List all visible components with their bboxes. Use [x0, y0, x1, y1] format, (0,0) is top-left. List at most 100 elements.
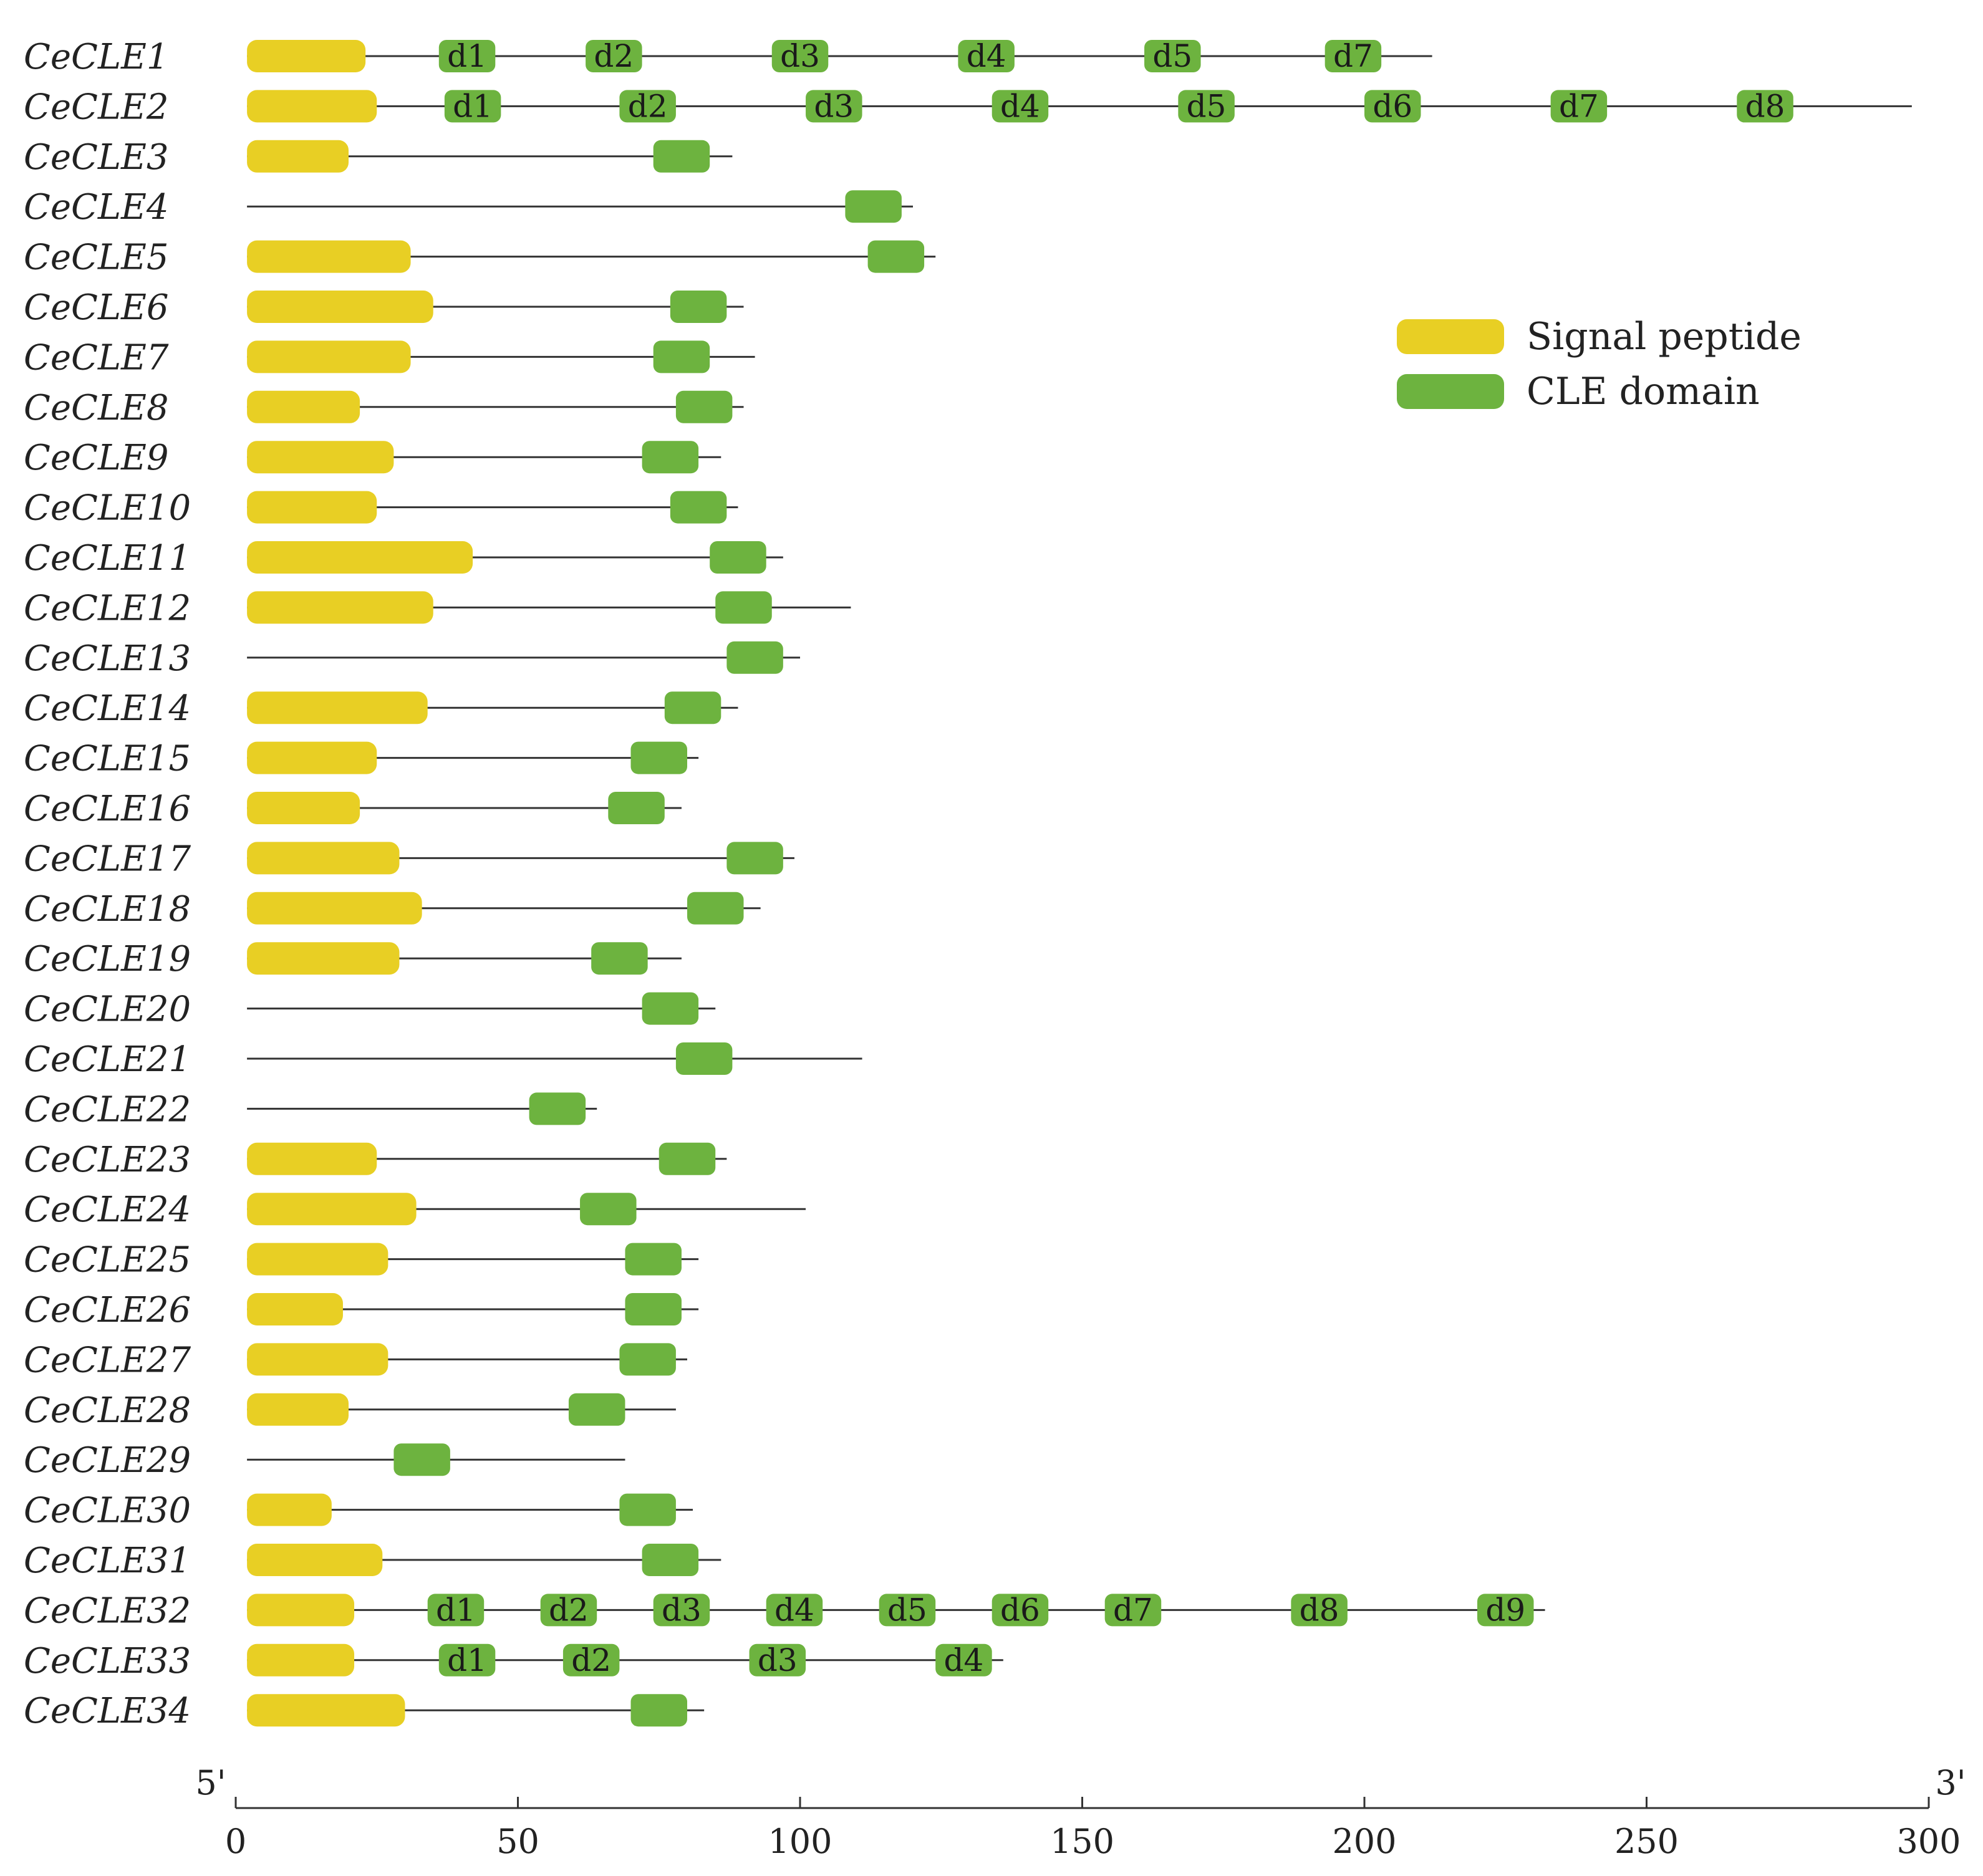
- cle-domain-label: d7: [1113, 1592, 1153, 1628]
- cle-domain-box: [845, 190, 902, 223]
- cle-domain: [630, 741, 687, 774]
- legend-swatch: [1397, 374, 1504, 409]
- cle-domain-box: [1104, 1594, 1162, 1627]
- cle-domain-box: [438, 1643, 496, 1676]
- x-tick-label: 50: [496, 1822, 539, 1861]
- cle-domain-box: [591, 942, 648, 975]
- cle-domain-box: [619, 90, 676, 123]
- gene-label: CeCLE30: [24, 1491, 191, 1531]
- cle-domain-box: [1477, 1594, 1534, 1627]
- cle-domain-box: [670, 291, 727, 323]
- signal-peptide-bar: [247, 741, 377, 774]
- gene-label: CeCLE26: [24, 1290, 191, 1330]
- gene-row-CeCLE7: CeCLE7: [24, 337, 755, 378]
- gene-row-CeCLE4: CeCLE4: [24, 187, 913, 228]
- cle-domain-box: [653, 1594, 710, 1627]
- cle-domain-box: [580, 1193, 637, 1226]
- gene-row-CeCLE22: CeCLE22: [24, 1089, 597, 1130]
- cle-domain-box: [630, 741, 687, 774]
- cle-domain-box: [653, 340, 710, 373]
- signal-peptide-bar: [247, 1243, 388, 1276]
- signal-peptide-bar: [247, 90, 377, 123]
- cle-domain-box: [726, 641, 783, 674]
- three-prime-label: 3': [1935, 1763, 1966, 1802]
- signal-peptide-bar: [247, 1594, 355, 1627]
- x-tick-label: 300: [1896, 1822, 1961, 1861]
- gene-label: CeCLE24: [24, 1190, 191, 1230]
- legend-item-cle_domain: CLE domain: [1397, 370, 1760, 413]
- cle-domain-label: d9: [1485, 1592, 1525, 1628]
- cle-domain-box: [867, 240, 925, 273]
- signal-peptide-bar: [247, 1643, 355, 1676]
- cle-domain-label: d7: [1559, 88, 1599, 124]
- cle-domain: [580, 1193, 637, 1226]
- gene-label: CeCLE15: [24, 739, 191, 779]
- signal-peptide-bar: [247, 1694, 405, 1727]
- gene-row-CeCLE2: CeCLE2 d1 d2 d3 d4 d5 d6 d7 d8: [24, 87, 1912, 127]
- gene-row-CeCLE1: CeCLE1 d1 d2 d3 d4 d5 d7: [24, 37, 1432, 77]
- signal-peptide-bar: [247, 1142, 377, 1175]
- gene-label: CeCLE22: [24, 1089, 191, 1130]
- cle-domain-box: [427, 1594, 485, 1627]
- signal-peptide-bar: [247, 1293, 343, 1325]
- cle-domain-box: [642, 992, 699, 1025]
- gene-label: CeCLE29: [24, 1440, 191, 1481]
- cle-domain-box: [642, 441, 699, 474]
- cle-domain: [653, 140, 710, 173]
- gene-label: CeCLE16: [24, 789, 191, 829]
- cle-domain: [715, 591, 772, 624]
- gene-label: CeCLE33: [24, 1641, 191, 1681]
- cle-domain: [642, 441, 699, 474]
- gene-label: CeCLE13: [24, 638, 191, 679]
- gene-row-CeCLE32: CeCLE32 d1 d2 d3 d4 d5 d6 d7 d8 d9: [24, 1590, 1545, 1631]
- cle-domain-box: [1364, 90, 1421, 123]
- gene-label: CeCLE17: [24, 839, 191, 879]
- gene-row-CeCLE34: CeCLE34: [24, 1691, 705, 1731]
- cle-domain: d9: [1477, 1592, 1534, 1628]
- cle-domain-box: [625, 1293, 682, 1325]
- gene-label: CeCLE7: [24, 337, 169, 378]
- cle-domain: [393, 1443, 450, 1476]
- gene-label: CeCLE8: [24, 388, 169, 428]
- signal-peptide-bar: [247, 1544, 383, 1576]
- x-tick-label: 150: [1050, 1822, 1114, 1861]
- cle-domain-box: [1737, 90, 1793, 123]
- cle-domain-box: [726, 842, 783, 875]
- cle-domain: [675, 1042, 733, 1075]
- cle-domain: [529, 1092, 586, 1125]
- cle-domain: [726, 641, 783, 674]
- legend-swatch: [1397, 319, 1504, 354]
- signal-peptide-bar: [247, 340, 411, 373]
- x-axis: 0 50 100 150 200 250 300 5' 3': [195, 1763, 1966, 1861]
- gene-label: CeCLE27: [24, 1340, 191, 1380]
- cle-domain-label: d3: [814, 88, 854, 124]
- signal-peptide-bar: [247, 541, 473, 574]
- legend-item-signal_peptide: Signal peptide: [1397, 315, 1802, 358]
- gene-label: CeCLE1: [24, 37, 169, 77]
- cle-domain: d3: [771, 38, 829, 74]
- gene-row-CeCLE30: CeCLE30: [24, 1491, 693, 1531]
- cle-domain-box: [630, 1694, 687, 1727]
- cle-domain: [630, 1694, 687, 1727]
- cle-domain-box: [653, 140, 710, 173]
- cle-domain-box: [562, 1643, 620, 1676]
- cle-domain: d2: [619, 88, 676, 124]
- signal-peptide-bar: [247, 140, 349, 173]
- cle-domain-box: [710, 541, 766, 574]
- cle-domain-box: [958, 40, 1015, 72]
- cle-domain-label: d8: [1745, 88, 1785, 124]
- cle-domain: d1: [438, 38, 496, 74]
- cle-domain-box: [444, 90, 501, 123]
- gene-row-CeCLE26: CeCLE26: [24, 1290, 699, 1330]
- cle-domain-box: [687, 892, 744, 925]
- cle-domain: [608, 792, 665, 824]
- x-tick-label: 0: [225, 1822, 246, 1861]
- gene-label: CeCLE4: [24, 187, 169, 228]
- cle-domain-box: [992, 90, 1049, 123]
- gene-label: CeCLE12: [24, 588, 191, 628]
- signal-peptide-bar: [247, 291, 433, 323]
- gene-row-CeCLE10: CeCLE10: [24, 488, 738, 529]
- gene-row-CeCLE19: CeCLE19: [24, 939, 682, 979]
- gene-row-CeCLE28: CeCLE28: [24, 1390, 676, 1431]
